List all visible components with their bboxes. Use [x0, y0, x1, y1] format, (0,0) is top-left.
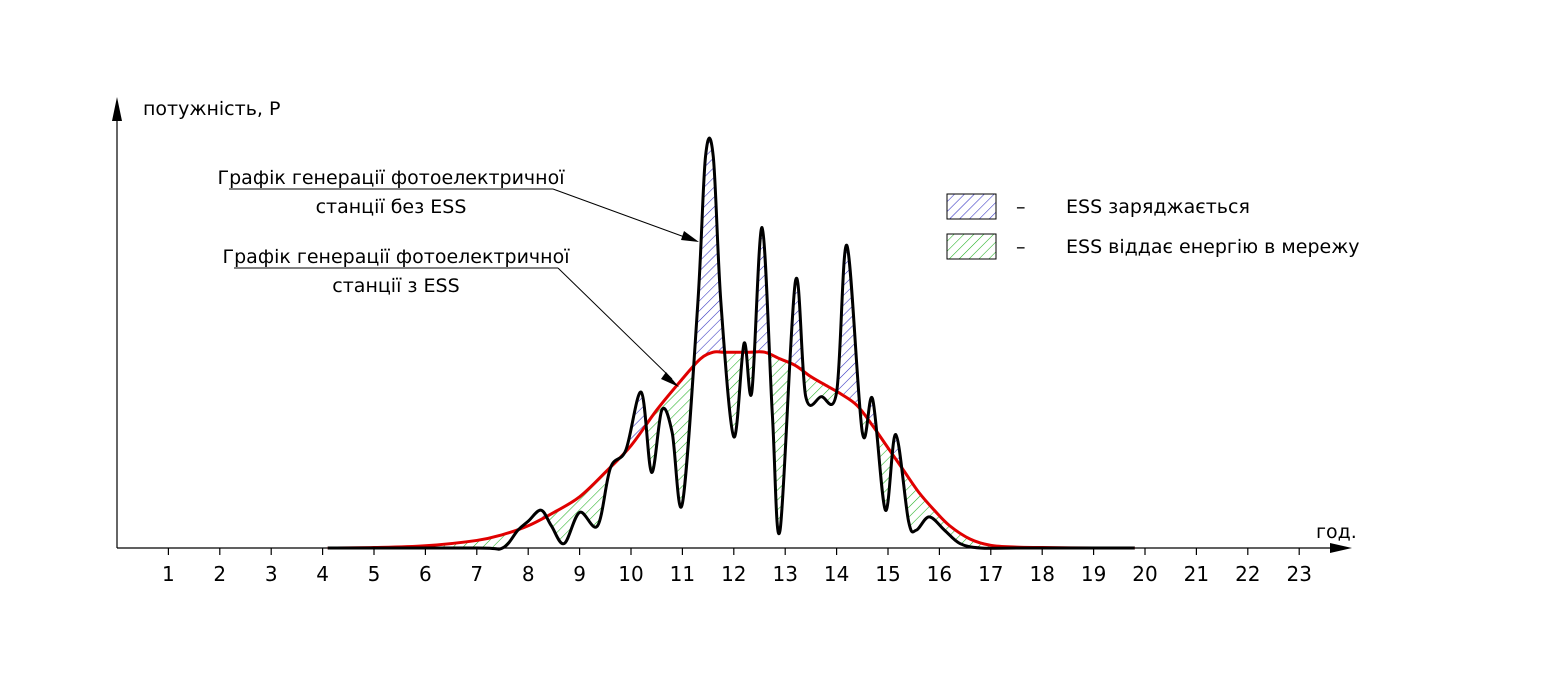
- legend-dash-charging: –: [1016, 196, 1026, 218]
- x-tick-label-5: 5: [368, 562, 381, 586]
- x-tick-label-14: 14: [824, 562, 849, 586]
- x-tick-label-4: 4: [316, 562, 329, 586]
- x-tick-label-18: 18: [1029, 562, 1054, 586]
- x-axis-arrow: [1330, 543, 1352, 553]
- x-tick-label-3: 3: [265, 562, 278, 586]
- x-tick-label-12: 12: [721, 562, 746, 586]
- x-tick-label-19: 19: [1081, 562, 1106, 586]
- x-tick-label-21: 21: [1184, 562, 1209, 586]
- annotation-with-ess-arrowhead: [661, 372, 679, 387]
- x-tick-label-2: 2: [213, 562, 226, 586]
- x-tick-label-17: 17: [978, 562, 1003, 586]
- y-axis-arrow: [112, 97, 122, 121]
- annotation-no-ess-arrowhead: [681, 231, 699, 242]
- annotation-with-ess-line2: станції з ESS: [332, 275, 459, 297]
- y-axis-label: потужність, P: [143, 98, 280, 120]
- x-tick-label-10: 10: [618, 562, 643, 586]
- x-tick-label-16: 16: [927, 562, 952, 586]
- legend-swatch-discharging: [946, 233, 997, 260]
- legend-dash-discharging: –: [1016, 236, 1026, 258]
- legend-label-charging: ESS заряджається: [1066, 196, 1250, 218]
- legend-swatch-charging: [946, 193, 997, 220]
- series-line-without-ess: [327, 136, 1135, 551]
- x-tick-label-7: 7: [470, 562, 483, 586]
- series-line-with-ess: [327, 350, 1135, 550]
- x-tick-label-9: 9: [573, 562, 586, 586]
- x-tick-label-11: 11: [670, 562, 695, 586]
- discharging-area: [327, 351, 1135, 549]
- x-tick-label-22: 22: [1235, 562, 1260, 586]
- annotation-no-ess-line2: станції без ESS: [316, 196, 467, 218]
- annotation-no-ess-leader: [552, 188, 691, 240]
- x-axis-label: год.: [1316, 521, 1357, 543]
- annotation-no-ess-line1: Графік генерації фотоелектричної: [218, 167, 566, 189]
- annotation-with-ess-line1: Графік генерації фотоелектричної: [223, 246, 571, 268]
- x-tick-label-23: 23: [1286, 562, 1311, 586]
- annotation-with-ess-leader: [557, 267, 673, 380]
- legend-label-discharging: ESS віддає енергію в мережу: [1066, 236, 1360, 258]
- legend: – ESS заряджається – ESS віддає енергію …: [946, 193, 1360, 260]
- x-axis-ticks: 1 2 3 4 5 6 7 8 9 10 11 12 13 14 15 16 17 18 19 20 21 22 23: [162, 548, 1312, 586]
- x-tick-label-15: 15: [875, 562, 900, 586]
- x-tick-label-6: 6: [419, 562, 432, 586]
- x-tick-label-20: 20: [1132, 562, 1157, 586]
- x-tick-label-1: 1: [162, 562, 175, 586]
- x-tick-label-13: 13: [772, 562, 797, 586]
- series-lines: [327, 136, 1135, 551]
- x-tick-label-8: 8: [522, 562, 535, 586]
